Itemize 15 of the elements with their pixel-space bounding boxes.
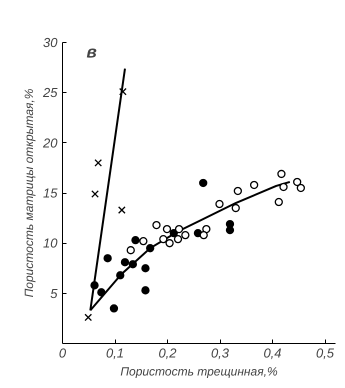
x-tick-label: 0,1 (106, 346, 124, 360)
x-axis-title: Пористость трещинная,% (120, 364, 278, 378)
y-tick-label: 30 (43, 35, 58, 50)
y-tick-label: 25 (42, 85, 58, 100)
y-axis-title: Пористость матрицы открытая,% (22, 88, 36, 298)
y-tick-label: 15 (43, 186, 58, 200)
y-tick-label: 20 (42, 135, 58, 150)
x-tick-label: 0 (58, 346, 67, 360)
annotation: в (86, 42, 97, 62)
y-tick-label: 10 (43, 236, 58, 251)
x-tick-label: 0,3 (210, 346, 230, 360)
x-tick-label: 0,5 (316, 346, 335, 360)
x-tick-label: 0,2 (158, 346, 178, 360)
y-tick-label: 5 (50, 286, 58, 301)
x-tick-label: 0,4 (263, 346, 282, 360)
